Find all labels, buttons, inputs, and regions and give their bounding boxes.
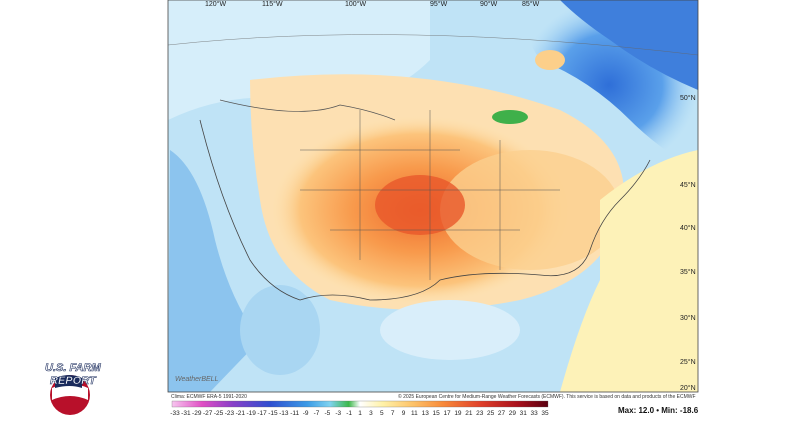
colorbar-label: 17 xyxy=(443,410,451,417)
colorbar-label: 27 xyxy=(498,410,506,417)
colorbar-label: 1 xyxy=(358,410,362,417)
colorbar-label: -1 xyxy=(346,410,352,417)
logo: U.S. FARM REPORT xyxy=(45,362,102,415)
colorbar-label: -31 xyxy=(181,410,191,417)
colorbar-labels: -33 -31 -29 -27 -25 -23 -21 -19 -17 -15 -13 -11 -9 -7… xyxy=(170,410,549,417)
lat-label: 35°N xyxy=(680,268,696,276)
lon-label: 85°W xyxy=(522,0,540,8)
colorbar xyxy=(171,400,549,408)
colorbar-label: -7 xyxy=(314,410,320,417)
colorbar-label: -33 xyxy=(170,410,180,417)
colorbar-label: 31 xyxy=(520,410,528,417)
lat-label: 30°N xyxy=(680,314,696,322)
watermark: WeatherBELL xyxy=(175,376,219,383)
colorbar-label: 25 xyxy=(487,410,495,417)
lat-label: 45°N xyxy=(680,181,696,189)
lat-label: 25°N xyxy=(680,358,696,366)
lon-label: 95°W xyxy=(430,0,448,8)
colorbar-label: -25 xyxy=(214,410,224,417)
map xyxy=(168,0,698,392)
climatology-note: Clima: ECMWF ERA-5 1991-2020 xyxy=(171,394,247,400)
colorbar-label: 3 xyxy=(369,410,373,417)
colorbar-label: 33 xyxy=(531,410,539,417)
colorbar-label: -21 xyxy=(236,410,246,417)
lon-label: 90°W xyxy=(480,0,498,8)
colorbar-label: -13 xyxy=(279,410,289,417)
colorbar-label: -29 xyxy=(192,410,202,417)
colorbar-label: 19 xyxy=(454,410,462,417)
lat-label: 40°N xyxy=(680,224,696,232)
logo-text: REPORT xyxy=(50,375,97,387)
colorbar-label: -19 xyxy=(246,410,256,417)
colorbar-label: -17 xyxy=(257,410,267,417)
colorbar-label: -23 xyxy=(225,410,235,417)
lon-label: 120°W xyxy=(205,0,226,8)
colorbar-label: -27 xyxy=(203,410,213,417)
logo-text: U.S. FARM xyxy=(45,362,101,374)
map-frame xyxy=(167,0,699,393)
colorbar-label: -9 xyxy=(303,410,309,417)
colorbar-label: 11 xyxy=(411,410,418,417)
colorbar-label: 7 xyxy=(391,410,395,417)
colorbar-label: -3 xyxy=(335,410,341,417)
lon-label: 100°W xyxy=(345,0,366,8)
copyright: © 2025 European Centre for Medium-Range … xyxy=(398,393,696,400)
max-min: Max: 12.0 • Min: -18.6 xyxy=(618,406,699,415)
lat-label: 50°N xyxy=(680,94,696,102)
colorbar-label: 21 xyxy=(465,410,473,417)
colorbar-label: 23 xyxy=(476,410,484,417)
colorbar-label: 9 xyxy=(402,410,406,417)
lat-label: 20°N xyxy=(680,384,696,392)
colorbar-label: -11 xyxy=(290,410,299,417)
colorbar-label: 15 xyxy=(433,410,441,417)
lon-label: 115°W xyxy=(262,0,283,8)
colorbar-label: -15 xyxy=(268,410,278,417)
colorbar-label: 29 xyxy=(509,410,517,417)
colorbar-label: 5 xyxy=(380,410,384,417)
colorbar-label: 13 xyxy=(422,410,430,417)
colorbar-label: -5 xyxy=(324,410,330,417)
colorbar-label: 35 xyxy=(541,410,549,417)
